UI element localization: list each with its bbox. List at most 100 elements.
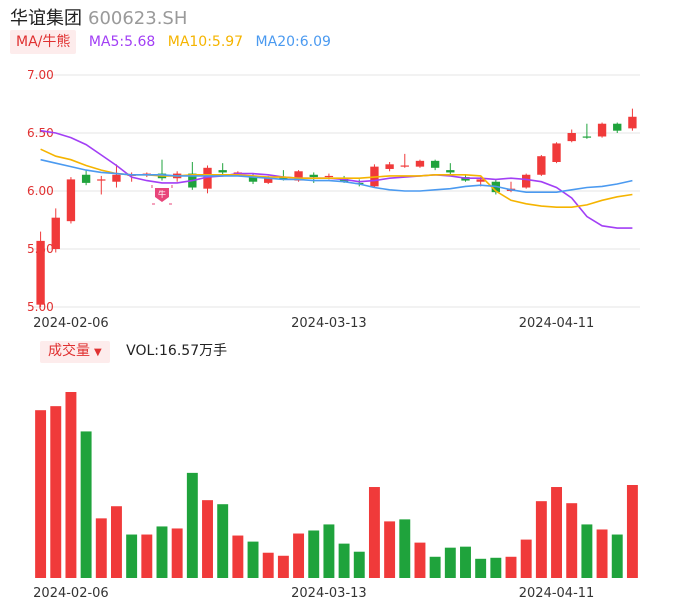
volume-bar <box>581 524 593 578</box>
volume-bar <box>186 472 198 578</box>
candle-body <box>476 179 485 182</box>
volume-bar <box>535 501 547 578</box>
candle <box>97 175 106 195</box>
candle-body <box>294 171 303 181</box>
candle-body <box>597 123 607 137</box>
candle <box>51 208 60 253</box>
candle <box>582 123 592 139</box>
volume-bar <box>262 552 274 578</box>
ma20-line <box>40 158 633 193</box>
candle-body <box>430 160 440 168</box>
volume-bar <box>217 504 229 578</box>
candle <box>552 142 561 164</box>
candle-body <box>522 174 531 188</box>
volume-bar <box>156 526 168 578</box>
candle-body <box>97 179 106 181</box>
volume-date-label: 2024-03-13 <box>291 586 367 601</box>
volume-bar <box>35 410 47 578</box>
candle-body <box>567 133 576 142</box>
volume-bar <box>596 529 608 578</box>
volume-tag-label: 成交量 <box>48 343 90 359</box>
volume-bar <box>460 546 471 578</box>
ma5-label: MA5:5.68 <box>88 34 156 50</box>
volume-bar <box>520 539 532 578</box>
price-tick-label: 6.00 <box>27 184 54 198</box>
shield-icon <box>154 188 169 202</box>
volume-bar <box>126 534 138 578</box>
price-date-label: 2024-03-13 <box>291 316 367 331</box>
volume-value: VOL:16.57万手 <box>126 343 228 359</box>
volume-bar <box>232 535 244 578</box>
candle-body <box>51 217 60 249</box>
volume-bar <box>202 500 213 578</box>
price-date-label: 2024-02-06 <box>33 316 109 331</box>
volume-bar <box>551 487 563 578</box>
candle-body <box>112 174 121 182</box>
candle-body <box>400 165 409 167</box>
volume-date-label: 2024-04-11 <box>519 586 595 601</box>
candle-body <box>385 164 394 169</box>
volume-bar <box>414 542 426 578</box>
candle <box>112 164 121 188</box>
volume-bar <box>353 551 365 578</box>
candle-body <box>218 170 227 173</box>
candle-body <box>415 160 425 167</box>
candle-body <box>537 156 546 175</box>
candle <box>522 173 531 189</box>
volume-bar <box>277 555 289 578</box>
ma5-line <box>40 129 633 229</box>
candle-body <box>309 174 318 178</box>
candle <box>628 108 637 131</box>
candle <box>537 155 546 176</box>
ma-legend: MA/牛熊 MA5:5.68 MA10:5.97 MA20:6.09 <box>10 30 331 54</box>
ma20-label: MA20:6.09 <box>255 34 331 50</box>
ma-indicator-selector[interactable]: MA/牛熊 <box>10 30 77 54</box>
volume-date-label: 2024-02-06 <box>33 586 109 601</box>
candle-body <box>613 123 622 131</box>
badge-text: 牛 <box>158 189 166 199</box>
volume-bar <box>444 547 456 578</box>
volume-bar <box>110 506 122 578</box>
candle <box>81 170 91 186</box>
candle-body <box>264 178 273 183</box>
volume-bar <box>293 533 305 578</box>
volume-indicator-selector[interactable]: 成交量 ▼ <box>40 341 110 363</box>
candle-body <box>324 175 334 178</box>
price-tick-label: 6.50 <box>27 126 54 140</box>
candle <box>157 159 167 181</box>
volume-bar <box>171 528 183 578</box>
candle-body <box>446 170 455 173</box>
candle <box>66 177 76 224</box>
volume-bar <box>323 524 335 578</box>
price-date-label: 2024-04-11 <box>519 316 595 331</box>
volume-bar <box>490 557 502 578</box>
candle-body <box>36 240 45 305</box>
candle-body <box>279 177 288 180</box>
candle <box>203 165 212 194</box>
volume-bar <box>50 406 62 578</box>
candle-body <box>66 179 76 222</box>
volume-bar <box>399 519 411 578</box>
volume-bar <box>65 392 77 578</box>
volume-bar <box>95 518 107 578</box>
bull-badge: 牛 <box>151 185 173 205</box>
candle-body <box>203 167 212 189</box>
volume-bar <box>384 521 396 578</box>
candle <box>415 159 425 168</box>
stock-code: 600623.SH <box>88 8 188 29</box>
candle <box>446 163 455 175</box>
volume-bar <box>626 485 638 578</box>
volume-bar <box>505 556 517 578</box>
candle-body <box>81 174 91 183</box>
price-tick-label: 7.00 <box>27 68 54 82</box>
volume-bar <box>80 431 92 578</box>
candle <box>613 122 622 133</box>
stock-name: 华谊集团 <box>10 8 82 29</box>
volume-bar <box>611 534 623 578</box>
volume-bar <box>566 503 578 578</box>
volume-bar <box>141 534 153 578</box>
volume-bar <box>338 543 350 578</box>
candle-body <box>582 136 592 138</box>
candle <box>567 129 576 143</box>
